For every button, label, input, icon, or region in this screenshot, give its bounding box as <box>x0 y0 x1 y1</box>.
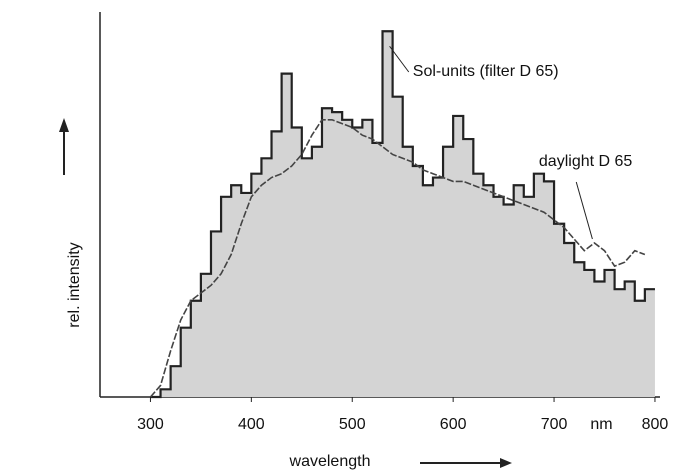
leader <box>389 45 410 73</box>
x-tick-label: 300 <box>137 416 164 433</box>
series-line <box>149 119 646 398</box>
area <box>150 31 655 397</box>
x-tick-label: 500 <box>339 416 366 433</box>
legend-label: Sol-units (filter D 65) <box>413 63 559 80</box>
x-tick-label: 600 <box>440 416 467 433</box>
x-unit: nm <box>590 416 612 433</box>
x-tick-label: 700 <box>541 416 568 433</box>
x-tick-label: 800 <box>642 416 669 433</box>
legend-label: daylight D 65 <box>539 153 632 170</box>
series-line <box>150 30 655 399</box>
y-arrow-head <box>59 118 69 132</box>
x-arrow-head <box>500 458 512 468</box>
x-tick-label: 400 <box>238 416 265 433</box>
x-axis-label: wavelength <box>289 453 371 470</box>
y-axis-label: rel. intensity <box>66 242 83 327</box>
leader <box>575 181 593 240</box>
